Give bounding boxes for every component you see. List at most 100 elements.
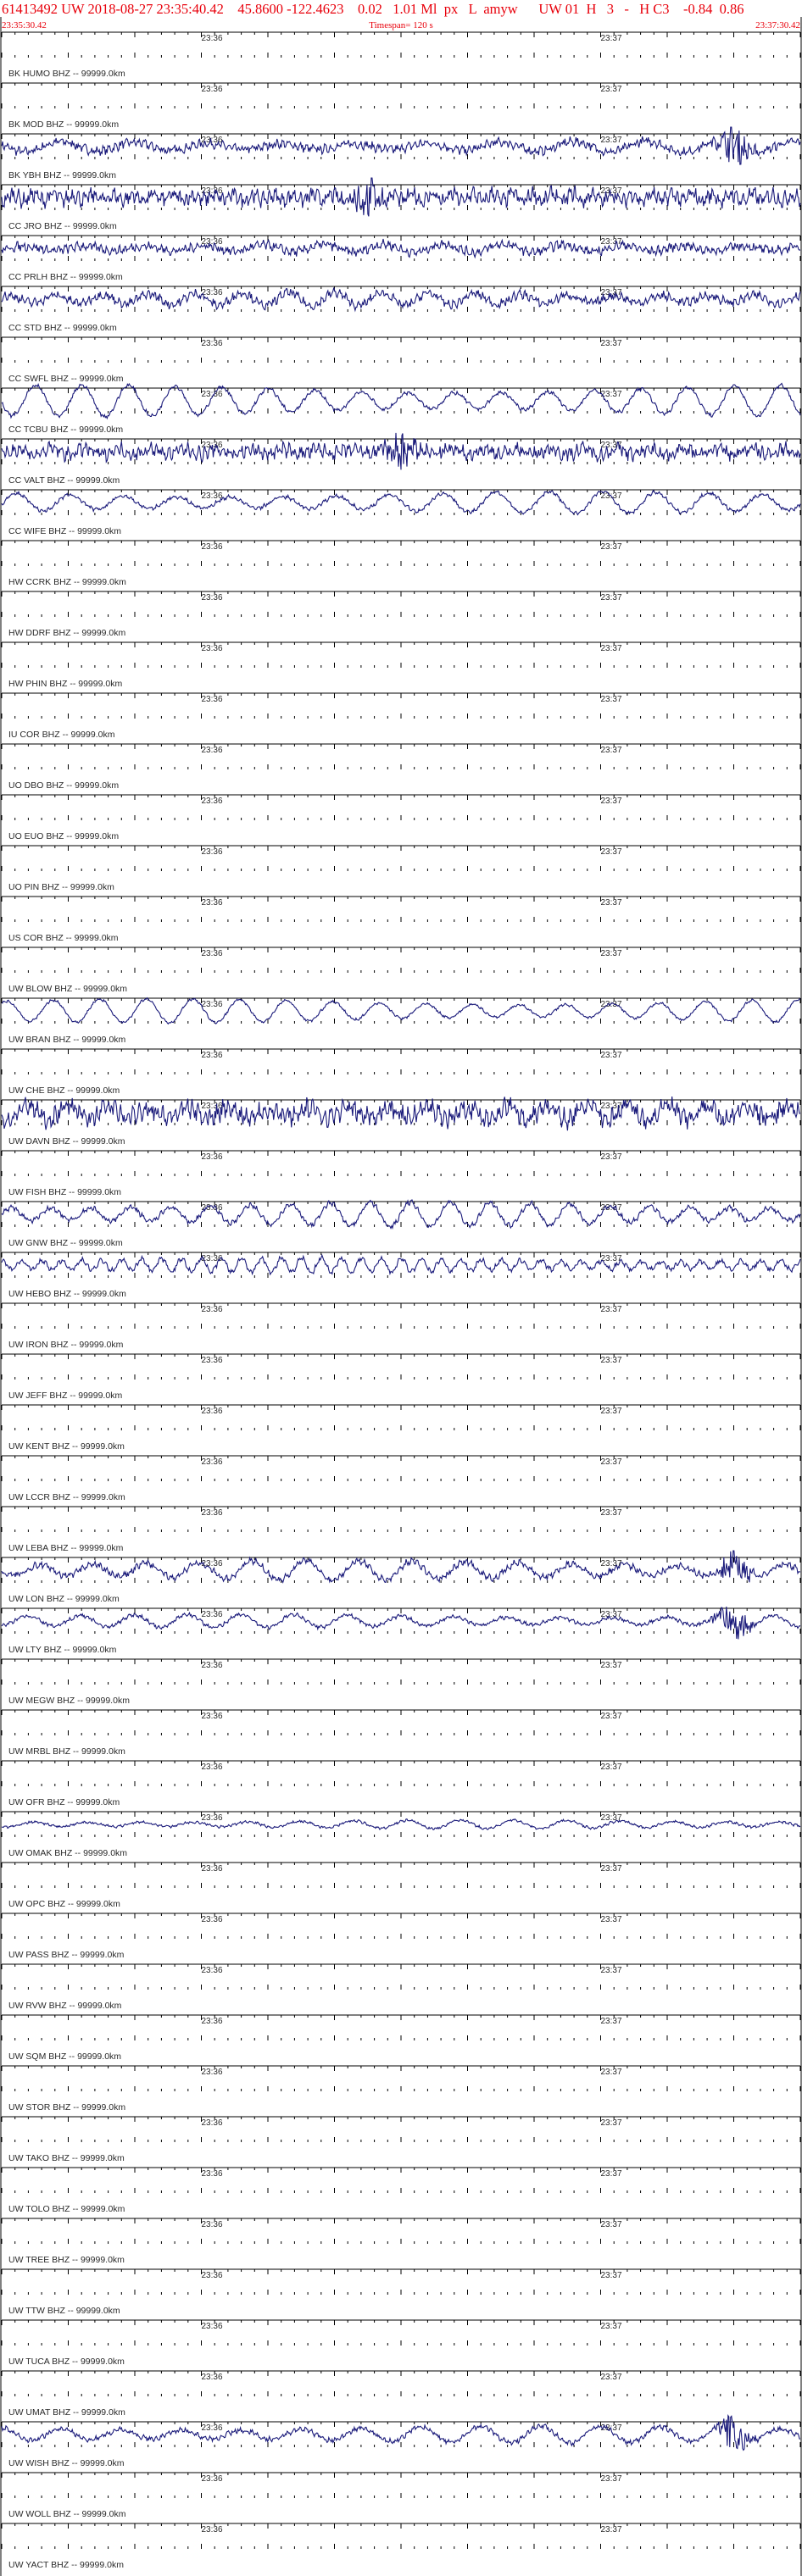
waveform-trace (1, 287, 801, 313)
tick-label: 23:36 (202, 542, 223, 552)
waveform-trace (1, 126, 801, 165)
tick-label: 23:37 (601, 949, 622, 958)
tick-label: 23:37 (601, 339, 622, 348)
station-label: CC WIFE BHZ -- 99999.0km (8, 526, 121, 536)
station-label: CC PRLH BHZ -- 99999.0km (8, 272, 123, 282)
station-label: HW PHIN BHZ -- 99999.0km (8, 679, 122, 689)
tick-label: 23:36 (202, 288, 223, 297)
station-label: UW OMAK BHZ -- 99999.0km (8, 1848, 127, 1858)
station-label: CC VALT BHZ -- 99999.0km (8, 475, 120, 486)
tick-label: 23:36 (202, 1661, 223, 1670)
tick-label: 23:37 (601, 1356, 622, 1365)
tick-label: 23:37 (601, 746, 622, 755)
station-label: UW KENT BHZ -- 99999.0km (8, 1441, 125, 1452)
tick-label: 23:37 (601, 1203, 622, 1213)
tick-label: 23:36 (202, 949, 223, 958)
tick-label: 23:37 (601, 1051, 622, 1060)
tick-label: 23:37 (601, 441, 622, 450)
station-label: IU COR BHZ -- 99999.0km (8, 730, 115, 740)
tick-label: 23:36 (202, 85, 223, 94)
tick-label: 23:36 (202, 390, 223, 399)
tick-label: 23:36 (202, 847, 223, 857)
tick-label: 23:36 (202, 1915, 223, 1924)
waveform-trace (1, 1199, 801, 1230)
tick-label: 23:36 (202, 339, 223, 348)
tick-label: 23:37 (601, 1966, 622, 1975)
tick-label: 23:37 (601, 898, 622, 908)
tick-label: 23:36 (202, 1559, 223, 1568)
tick-label: 23:37 (601, 1305, 622, 1314)
tick-label: 23:37 (601, 1661, 622, 1670)
station-label: UW MEGW BHZ -- 99999.0km (8, 1696, 130, 1706)
station-label: UW LON BHZ -- 99999.0km (8, 1594, 120, 1604)
tick-label: 23:36 (202, 237, 223, 247)
waveform-trace (1, 1550, 801, 1584)
waveform-trace (1, 1253, 801, 1276)
waveform-trace (1, 238, 801, 259)
tick-label: 23:37 (601, 1508, 622, 1518)
tick-label: 23:36 (202, 1864, 223, 1874)
tick-label: 23:36 (202, 1610, 223, 1619)
tick-label: 23:37 (601, 1915, 622, 1924)
tick-label: 23:37 (601, 85, 622, 94)
tick-label: 23:36 (202, 1102, 223, 1111)
tick-label: 23:37 (601, 34, 622, 43)
tick-label: 23:37 (601, 136, 622, 145)
tick-label: 23:36 (202, 491, 223, 501)
tick-label: 23:37 (601, 644, 622, 653)
tick-label: 23:37 (601, 1864, 622, 1874)
tick-label: 23:37 (601, 1763, 622, 1772)
station-label: UW LTY BHZ -- 99999.0km (8, 1645, 117, 1655)
tick-label: 23:36 (202, 1763, 223, 1772)
tick-label: 23:37 (601, 1407, 622, 1416)
station-label: UW HEBO BHZ -- 99999.0km (8, 1289, 126, 1299)
tick-label: 23:37 (601, 1000, 622, 1009)
station-label: UW FISH BHZ -- 99999.0km (8, 1187, 121, 1197)
station-label: CC SWFL BHZ -- 99999.0km (8, 374, 124, 384)
tick-label: 23:37 (601, 288, 622, 297)
tick-label: 23:36 (202, 1000, 223, 1009)
tick-label: 23:37 (601, 1152, 622, 1162)
tick-label: 23:37 (601, 797, 622, 806)
tick-label: 23:37 (601, 237, 622, 247)
waveform-trace (1, 489, 801, 516)
tick-label: 23:36 (202, 1508, 223, 1518)
waveform-trace (1, 177, 801, 217)
tick-label: 23:36 (202, 1813, 223, 1823)
tick-label: 23:37 (601, 1813, 622, 1823)
station-label: UW RVW BHZ -- 99999.0km (8, 2001, 122, 2011)
station-label: BK HUMO BHZ -- 99999.0km (8, 69, 125, 79)
waveform-trace (1, 432, 801, 470)
station-label: HW DDRF BHZ -- 99999.0km (8, 628, 126, 638)
station-label: UW OPC BHZ -- 99999.0km (8, 1899, 120, 1909)
timespan-label: Timespan= 120 s (369, 20, 433, 31)
tick-label: 23:37 (601, 1102, 622, 1111)
tick-label: 23:37 (601, 1254, 622, 1263)
station-label: CC JRO BHZ -- 99999.0km (8, 221, 117, 231)
station-label: UO EUO BHZ -- 99999.0km (8, 831, 119, 841)
tick-label: 23:37 (601, 1610, 622, 1619)
station-label: US COR BHZ -- 99999.0km (8, 933, 119, 943)
station-label: UW JEFF BHZ -- 99999.0km (8, 1391, 122, 1401)
station-label: CC TCBU BHZ -- 99999.0km (8, 425, 123, 435)
tick-label: 23:36 (202, 1457, 223, 1467)
tick-label: 23:36 (202, 1305, 223, 1314)
tick-label: 23:36 (202, 34, 223, 43)
tick-label: 23:36 (202, 1203, 223, 1213)
tick-label: 23:36 (202, 797, 223, 806)
tick-label: 23:37 (601, 593, 622, 602)
tick-label: 23:36 (202, 1966, 223, 1975)
station-label: HW CCRK BHZ -- 99999.0km (8, 577, 126, 587)
station-label: BK YBH BHZ -- 99999.0km (8, 170, 116, 180)
end-time-label: 23:37:30.42 (755, 20, 800, 31)
tick-label: 23:37 (601, 390, 622, 399)
waveform-trace (1, 1606, 801, 1640)
tick-label: 23:37 (601, 186, 622, 196)
tick-label: 23:36 (202, 1407, 223, 1416)
tick-label: 23:36 (202, 186, 223, 196)
tick-label: 23:36 (202, 746, 223, 755)
waveform-trace (1, 382, 801, 420)
tick-label: 23:36 (202, 644, 223, 653)
tick-label: 23:37 (601, 1559, 622, 1568)
